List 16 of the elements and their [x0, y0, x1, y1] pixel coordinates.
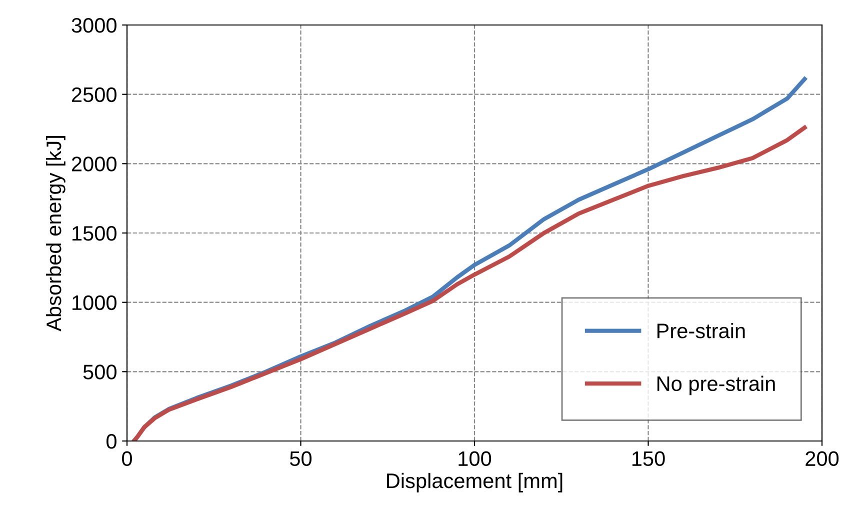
x-tick-label: 100 — [458, 451, 492, 466]
y-tick-label: 0 — [106, 434, 116, 449]
y-tick-label: 2500 — [72, 87, 116, 102]
x-axis-title: Displacement [mm] — [387, 472, 562, 492]
legend-label: Pre-strain — [657, 322, 745, 338]
y-tick-label: 3000 — [72, 18, 116, 33]
y-tick-label: 1000 — [72, 295, 116, 310]
x-tick-label: 0 — [122, 451, 132, 466]
x-tick-label: 50 — [290, 451, 312, 466]
x-tick-label: 200 — [806, 451, 839, 466]
y-tick-label: 1500 — [72, 226, 116, 241]
x-tick-label: 150 — [632, 451, 665, 466]
y-tick-label: 2000 — [72, 156, 116, 172]
legend-label: No pre-strain — [657, 376, 775, 396]
y-tick-label: 500 — [83, 364, 116, 380]
y-axis-title: Absorbed energy [kJ] — [46, 136, 66, 332]
